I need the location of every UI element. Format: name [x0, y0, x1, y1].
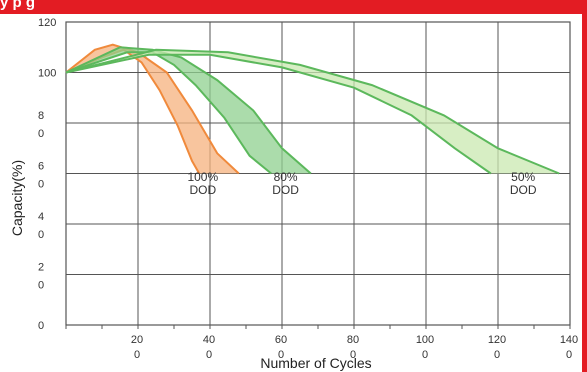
y-tick-label: 4: [38, 211, 44, 223]
series-lower-line-3: [65, 53, 492, 175]
x-tick-label: 0: [206, 349, 212, 361]
y-tick-label: 6: [38, 161, 44, 173]
x-tick-label: 0: [350, 349, 356, 361]
x-tick-label: 120: [488, 334, 506, 346]
y-tick-label: 120: [38, 17, 56, 29]
y-tick-label: 2: [38, 262, 44, 274]
series-band-2: [66, 47, 311, 174]
series-upper-line-2: [65, 46, 312, 175]
y-tick-label: 8: [38, 110, 44, 122]
series-band-3: [66, 49, 560, 174]
series-label-2: 80%: [274, 170, 298, 184]
x-tick-label: 140: [560, 334, 578, 346]
series-lower-line-2: [65, 51, 272, 175]
chart-grid: [65, 21, 571, 329]
series-label-2: DOD: [272, 183, 299, 197]
x-tick-label: 0: [134, 349, 140, 361]
x-tick-label: 100: [416, 334, 434, 346]
banner-title: y p g: [0, 0, 36, 11]
y-tick-label: 0: [38, 229, 44, 241]
series-label-3: 50%: [511, 170, 535, 184]
x-axis-label: Number of Cycles: [260, 355, 371, 371]
series-band-1: [66, 44, 239, 174]
x-tick-label: 20: [131, 334, 143, 346]
chart-series: [65, 43, 560, 175]
y-tick-label: 100: [38, 68, 56, 80]
x-tick-label: 80: [347, 334, 359, 346]
right-edge-strip: [582, 14, 587, 372]
series-upper-line-1: [65, 43, 240, 175]
y-tick-label: 0: [38, 128, 44, 140]
series-label-1: DOD: [189, 183, 216, 197]
x-tick-label: 40: [203, 334, 215, 346]
x-tick-label: 0: [494, 349, 500, 361]
x-axis-ticks: 20 0 40 0 60 0 80 0 100 0 120 0 140 0: [131, 334, 578, 361]
header-banner: y p g: [0, 0, 587, 14]
x-tick-label: 60: [275, 334, 287, 346]
x-tick-label: 0: [278, 349, 284, 361]
y-tick-label: 0: [38, 320, 44, 332]
y-tick-label: 0: [38, 280, 44, 292]
series-label-3: DOD: [510, 183, 537, 197]
x-tick-label: 0: [422, 349, 428, 361]
y-axis-label: Capacity(%): [9, 160, 25, 236]
series-label-1: 100%: [187, 170, 218, 184]
series-upper-line-3: [65, 48, 560, 175]
x-tick-label: 0: [566, 349, 572, 361]
y-tick-label: 0: [38, 179, 44, 191]
